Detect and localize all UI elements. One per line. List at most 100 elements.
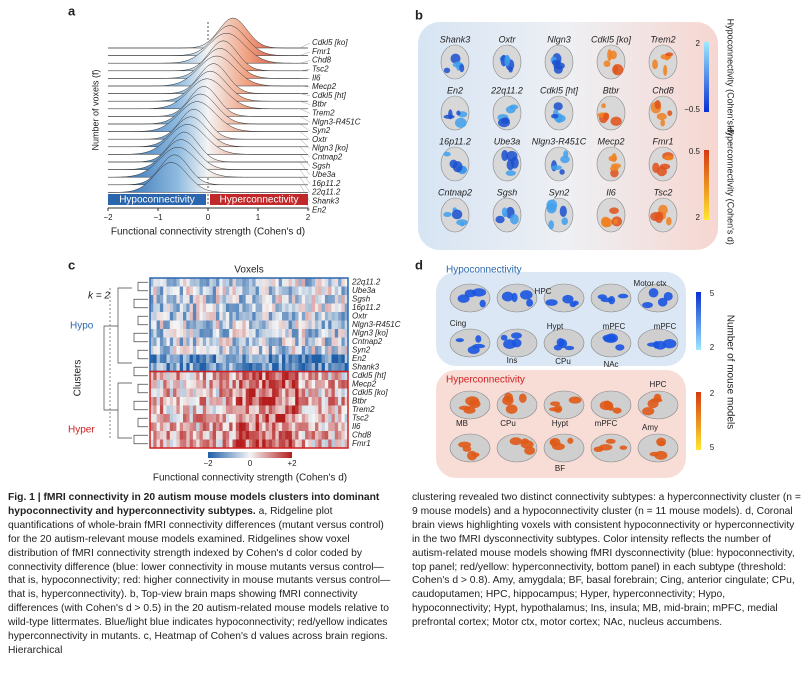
heatmap-cell (206, 414, 210, 423)
region-label: NAc (603, 360, 618, 369)
heatmap-cell (311, 371, 316, 381)
heatmap-cell (272, 286, 276, 296)
heatmap-cell (252, 354, 256, 364)
heatmap-cell (305, 346, 309, 355)
brain (596, 146, 626, 182)
heatmap-cell (255, 371, 260, 381)
heatmap-cell (206, 320, 210, 330)
heatmap-cell (156, 363, 161, 372)
model-label: Oxtr (499, 34, 517, 44)
model-label: Chd8 (652, 85, 674, 95)
heatmap-cell (176, 329, 180, 338)
heatmap-cell (249, 397, 253, 406)
heatmap-cell (249, 303, 253, 313)
heatmap-cell (311, 286, 316, 296)
model-label: Trem2 (312, 109, 335, 118)
heatmap-cell (183, 431, 187, 440)
heatmap-cell (202, 312, 207, 321)
heatmap-cell (186, 329, 190, 338)
model-label: Syn2 (549, 187, 570, 197)
heatmap-cell (268, 337, 273, 347)
heatmap-cell (229, 431, 233, 440)
heatmap-cell (291, 371, 296, 381)
brain-blob (665, 52, 674, 57)
heatmap-cell (153, 414, 157, 423)
panel-label: c (68, 257, 75, 272)
heatmap-cell (150, 354, 154, 364)
heatmap-cell (242, 303, 246, 313)
heatmap-cell (344, 422, 349, 432)
heatmap-cell (272, 303, 276, 313)
heatmap-cell (159, 320, 164, 330)
heatmap-cell (308, 397, 312, 406)
brain-blob (654, 450, 668, 460)
heatmap-cell (249, 337, 253, 347)
heatmap-cell (308, 371, 312, 381)
brain-blob (609, 50, 617, 60)
heatmap-cell (301, 397, 306, 406)
heatmap-cell (222, 312, 227, 321)
heatmap-cell (278, 346, 283, 355)
heatmap-cell (156, 439, 161, 449)
heatmap-cell (166, 346, 171, 355)
heatmap-cell (265, 295, 270, 304)
heatmap-cell (328, 397, 332, 406)
heatmap-cell (235, 414, 240, 423)
heatmap-cell (242, 312, 246, 321)
heatmap-cell (258, 371, 263, 381)
heatmap-cell (315, 303, 319, 313)
heatmap-cell (311, 380, 316, 389)
heatmap-cell (282, 422, 286, 432)
heatmap-cell (288, 346, 293, 355)
brain-blob (443, 151, 451, 157)
panel-background (418, 22, 718, 250)
heatmap-cell (189, 295, 194, 304)
heatmap-cell (308, 388, 312, 398)
heatmap-cell (291, 278, 296, 287)
heatmap-cell (285, 346, 289, 355)
heatmap-cell (202, 363, 207, 372)
heatmap-cell (328, 312, 332, 321)
heatmap-cell (202, 380, 207, 389)
heatmap-cell (192, 422, 197, 432)
heatmap-cell (305, 354, 309, 364)
heatmap-cell (166, 439, 171, 449)
heatmap-cell (206, 303, 210, 313)
heatmap-cell (258, 405, 263, 415)
heatmap-cell (216, 286, 220, 296)
model-label: Mecp2 (312, 82, 337, 91)
heatmap-cell (169, 346, 174, 355)
heatmap-cell (159, 329, 164, 338)
brain-blob (546, 203, 557, 214)
heatmap-cell (189, 278, 194, 287)
heatmap-cell (159, 371, 164, 381)
dendrogram (133, 332, 148, 343)
heatmap-cell (163, 346, 167, 355)
heatmap-cell (192, 388, 197, 398)
heatmap-cell (202, 303, 207, 313)
region-label: Hypt (547, 322, 564, 331)
heatmap-cell (262, 278, 266, 287)
model-label: Cdkl5 [ht] (352, 371, 387, 380)
heatmap-cell (186, 303, 190, 313)
model-label: En2 (352, 354, 367, 363)
heatmap-cell (288, 295, 293, 304)
panel-label: b (415, 7, 423, 22)
model-label: 22q11.2 (311, 188, 341, 197)
heatmap-cell (331, 431, 336, 440)
heatmap-cell (235, 329, 240, 338)
caption-right: clustering revealed two distinct connect… (412, 492, 801, 629)
heatmap-cell (338, 388, 342, 398)
heatmap-cell (245, 278, 250, 287)
model-label: Fmr1 (653, 136, 674, 146)
caption-text: a, Ridgeline plot quantifications of who… (8, 505, 391, 656)
heatmap-cell (341, 388, 345, 398)
heatmap-cell (219, 337, 223, 347)
heatmap-cell (282, 397, 286, 406)
heatmap-cell (258, 312, 263, 321)
heatmap-cell (278, 388, 283, 398)
brain-blob (505, 170, 516, 176)
hypo-colorbar (704, 42, 709, 112)
heatmap-cell (232, 320, 237, 330)
heatmap-cell (278, 380, 283, 389)
